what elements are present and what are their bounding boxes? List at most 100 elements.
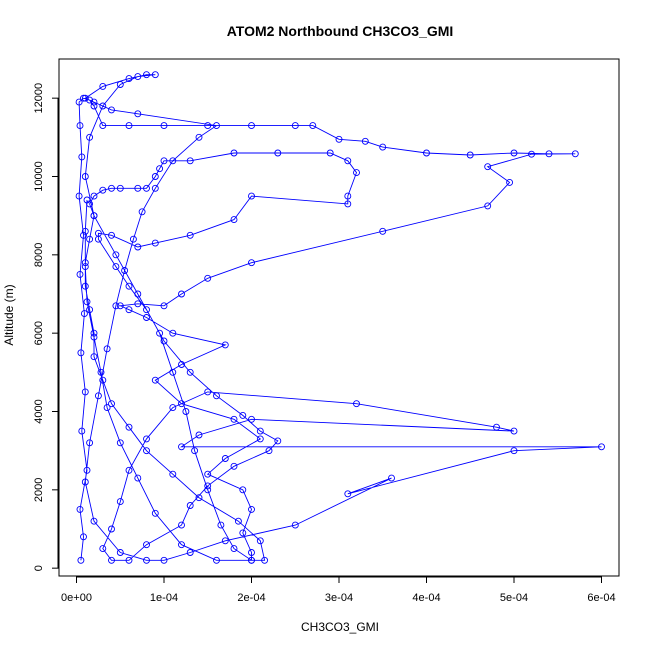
- data-point: [256, 435, 264, 443]
- data-point: [156, 329, 164, 337]
- data-point: [178, 521, 185, 529]
- data-point: [186, 549, 194, 556]
- x-tick-label: 2e-04: [237, 592, 265, 604]
- data-point: [134, 290, 142, 298]
- data-point: [99, 545, 107, 553]
- data-point: [160, 337, 168, 345]
- data-point: [112, 251, 120, 259]
- data-point: [116, 81, 124, 88]
- data-point: [510, 447, 518, 455]
- data-point: [134, 110, 142, 118]
- data-point: [90, 517, 98, 525]
- data-point: [138, 208, 146, 216]
- data-point: [76, 270, 84, 278]
- data-point: [134, 474, 142, 482]
- data-point: [86, 96, 94, 104]
- data-point: [204, 122, 212, 130]
- data-point: [344, 157, 352, 165]
- data-point: [213, 122, 220, 130]
- data-point: [103, 404, 111, 412]
- data-point: [151, 184, 159, 192]
- data-point: [239, 411, 247, 419]
- data-point: [344, 200, 352, 208]
- data-point: [80, 533, 87, 541]
- data-point: [309, 122, 317, 130]
- data-point: [143, 314, 150, 321]
- data-point: [335, 135, 343, 143]
- data-point: [265, 447, 273, 455]
- data-point: [204, 486, 212, 494]
- data-point: [108, 525, 115, 533]
- data-point: [90, 212, 98, 220]
- data-point: [81, 227, 89, 235]
- data-point: [99, 186, 107, 194]
- data-point: [195, 133, 203, 141]
- data-point: [344, 490, 352, 498]
- data-point: [510, 149, 518, 157]
- data-point: [221, 537, 229, 545]
- data-point: [598, 443, 605, 451]
- data-point: [151, 509, 159, 517]
- data-point: [344, 192, 352, 200]
- data-point: [388, 474, 395, 482]
- data-point: [151, 173, 159, 180]
- data-point: [81, 173, 89, 180]
- data-point: [83, 298, 91, 306]
- data-point: [484, 202, 492, 210]
- data-point: [81, 282, 89, 290]
- data-point: [77, 349, 85, 357]
- data-point: [143, 71, 150, 79]
- data-point: [248, 549, 255, 556]
- x-tick-label: 5e-04: [500, 592, 528, 604]
- data-point: [76, 505, 84, 513]
- data-point: [571, 150, 579, 158]
- data-point: [76, 122, 84, 130]
- data-point: [379, 227, 387, 235]
- data-point: [256, 537, 264, 545]
- data-point: [353, 169, 360, 177]
- data-point: [90, 329, 98, 337]
- data-point: [160, 556, 168, 564]
- data-point: [274, 149, 282, 157]
- data-point: [195, 494, 203, 502]
- data-point: [81, 388, 89, 396]
- data-point: [213, 556, 220, 564]
- data-point: [178, 443, 185, 451]
- data-point: [116, 184, 124, 192]
- data-point: [493, 423, 500, 431]
- series-line: [78, 74, 602, 561]
- data-point: [75, 98, 83, 106]
- data-point: [125, 306, 133, 314]
- x-axis-label: CH3CO3_GMI: [301, 620, 379, 634]
- data-point: [143, 184, 150, 192]
- data-point: [103, 345, 111, 353]
- x-tick-label: 1e-04: [150, 592, 178, 604]
- x-axis: 0e+00 1e-04 2e-04 3e-04 4e-04 5e-04 6e-04: [61, 576, 616, 604]
- data-point: [204, 274, 212, 282]
- data-point: [261, 556, 269, 564]
- data-point: [191, 447, 199, 455]
- data-point: [112, 302, 120, 310]
- data-point: [125, 556, 133, 564]
- data-point: [248, 556, 255, 564]
- data-point: [178, 400, 185, 408]
- data-point: [274, 437, 282, 445]
- data-point: [97, 368, 105, 376]
- data-point: [178, 541, 185, 549]
- data-point: [80, 231, 87, 239]
- y-tick-label: 6000: [33, 321, 45, 345]
- data-point: [94, 392, 102, 400]
- data-point: [143, 541, 150, 549]
- data-point: [248, 415, 255, 423]
- data-point: [195, 431, 203, 439]
- data-point: [169, 157, 177, 165]
- data-point: [108, 106, 115, 114]
- data-point: [160, 157, 168, 165]
- data-point: [186, 157, 194, 165]
- data-point: [160, 302, 168, 310]
- data-point: [221, 455, 229, 462]
- data-point: [143, 447, 150, 455]
- data-point: [239, 486, 247, 494]
- data-point: [78, 427, 86, 435]
